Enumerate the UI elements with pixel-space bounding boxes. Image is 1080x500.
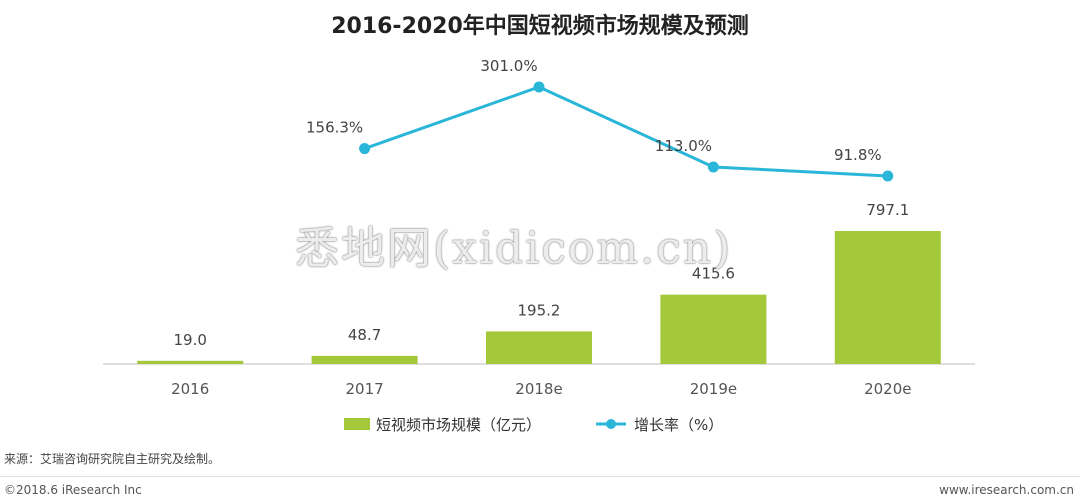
bar-2016 <box>137 360 244 364</box>
legend-line-label: 增长率（%） <box>634 416 723 434</box>
category-label: 2019e <box>690 380 737 398</box>
rate-value-label: 301.0% <box>480 57 537 75</box>
legend: 短视频市场规模（亿元） 增长率（%） <box>344 416 723 434</box>
legend-bar-label: 短视频市场规模（亿元） <box>376 416 541 434</box>
bar-2017 <box>311 355 418 364</box>
category-label: 2020e <box>864 380 911 398</box>
growth-rate-line <box>364 85 888 178</box>
legend-bar-swatch <box>344 418 370 430</box>
bar-value-label: 415.6 <box>692 265 735 283</box>
bar-2019e <box>660 294 767 364</box>
category-label: 2016 <box>171 380 209 398</box>
rate-point-2019e <box>707 161 719 173</box>
bar-2018e <box>486 331 592 364</box>
category-labels-group: 2016 2017 2018e 2019e 2020e <box>171 380 911 398</box>
bar-2020e <box>834 231 941 364</box>
rate-points-group <box>359 81 894 182</box>
site-url: www.iresearch.com.cn <box>939 483 1074 497</box>
rate-value-label: 91.8% <box>834 146 882 164</box>
rate-labels-group: 156.3% 301.0% 113.0% 91.8% <box>306 57 882 164</box>
bar-value-label: 195.2 <box>518 301 561 319</box>
rate-value-label: 113.0% <box>655 137 712 155</box>
bar-value-label: 19.0 <box>173 331 206 349</box>
bars-group <box>137 231 941 364</box>
watermark-text: 悉地网(xidicom.cn) <box>295 223 733 274</box>
rate-value-label: 156.3% <box>306 119 363 137</box>
rate-point-2020e <box>882 170 894 182</box>
source-note: 来源：艾瑞咨询研究院自主研究及绘制。 <box>4 452 221 466</box>
bar-value-label: 797.1 <box>866 201 909 219</box>
category-label: 2018e <box>515 380 562 398</box>
category-label: 2017 <box>346 380 384 398</box>
bar-labels-group: 19.0 48.7 195.2 415.6 797.1 <box>173 201 909 349</box>
rate-point-2018e <box>533 81 545 93</box>
chart-title: 2016-2020年中国短视频市场规模及预测 <box>331 14 749 39</box>
legend-line-marker <box>606 419 616 429</box>
footer-divider <box>0 476 1080 477</box>
copyright-text: ©2018.6 iResearch Inc <box>4 483 142 497</box>
bar-value-label: 48.7 <box>348 326 381 344</box>
rate-point-2017 <box>359 143 371 155</box>
